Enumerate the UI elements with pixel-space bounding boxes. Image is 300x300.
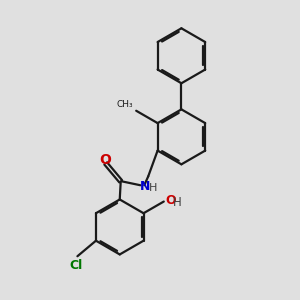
Text: O: O [99, 152, 111, 167]
Text: O: O [166, 194, 176, 207]
Text: N: N [140, 180, 151, 193]
Text: CH₃: CH₃ [117, 100, 133, 109]
Text: H: H [149, 183, 157, 193]
Text: H: H [172, 196, 182, 209]
Text: Cl: Cl [70, 259, 83, 272]
